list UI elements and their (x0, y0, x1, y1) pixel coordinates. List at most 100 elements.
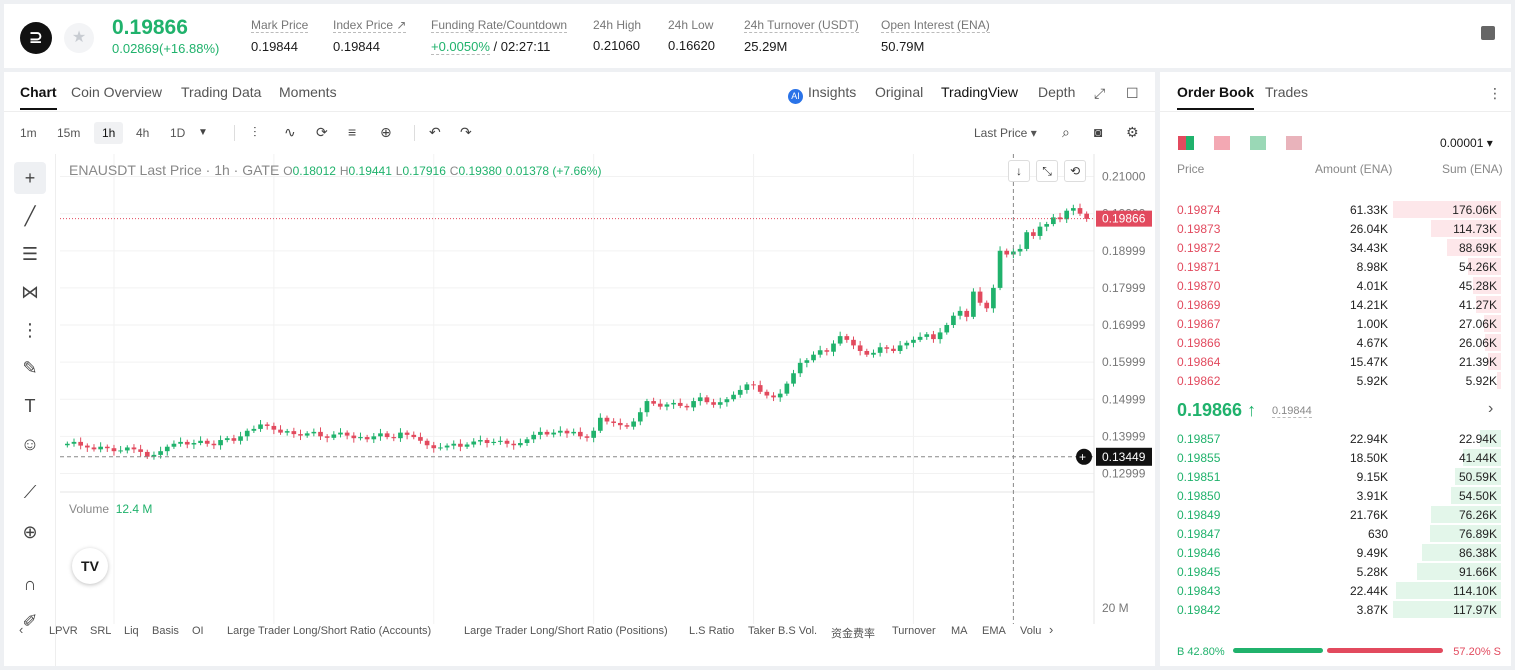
timeframe-1d[interactable]: 1D (170, 126, 186, 140)
arrow-down-icon[interactable]: ↓ (1008, 160, 1030, 182)
indicator-item[interactable]: Basis (152, 625, 179, 637)
ask-row[interactable]: 0.19867 1.00K 27.06K (1160, 314, 1511, 333)
ena-logo-icon[interactable]: ⊇ (20, 22, 52, 54)
precision-select[interactable]: 0.00001 ▾ (1440, 136, 1493, 150)
indicator-item[interactable]: Large Trader Long/Short Ratio (Accounts) (227, 625, 432, 637)
indicator-item[interactable]: Volu (1020, 625, 1042, 637)
view-tradingview[interactable]: TradingView (941, 84, 1019, 100)
pencil-lock-icon[interactable]: ✐ (22, 611, 38, 631)
indicator-item[interactable]: Liq (124, 625, 139, 637)
collapse-icon[interactable]: ⤡ (1036, 160, 1058, 182)
candlestick-chart[interactable]: 0.210000.199990.189990.179990.169990.159… (60, 154, 1152, 624)
candle-body (118, 450, 123, 452)
tab-trades[interactable]: Trades (1265, 84, 1309, 100)
expand-icon[interactable]: ⤢ (1094, 85, 1106, 101)
window-icon[interactable]: ☐ (1126, 85, 1139, 101)
row-amount: 61.33K (1349, 203, 1388, 217)
crosshair-icon[interactable]: + (14, 162, 46, 194)
chevron-down-icon[interactable]: ▼ (198, 127, 208, 138)
tradingview-logo-icon[interactable]: TV (72, 548, 108, 584)
indicator-item[interactable]: Turnover (892, 625, 936, 637)
bid-row[interactable]: 0.19842 3.87K 117.97K (1160, 600, 1511, 619)
zoom-in-icon[interactable]: ⊕ (22, 522, 38, 542)
indicator-item[interactable]: EMA (982, 625, 1006, 637)
indicator-item[interactable]: L.S Ratio (689, 625, 735, 637)
view-insights[interactable]: AI Insights (788, 84, 856, 104)
timeframe-1m[interactable]: 1m (20, 126, 37, 140)
timeframe-1h[interactable]: 1h (94, 122, 124, 144)
timeframe-4h[interactable]: 4h (136, 126, 150, 140)
tab-chart[interactable]: Chart (20, 84, 57, 110)
view-both-icon[interactable] (1178, 136, 1194, 150)
stat-label[interactable]: 24h Turnover (USDT) (744, 18, 859, 33)
indicator-item[interactable]: Large Trader Long/Short Ratio (Positions… (464, 625, 668, 637)
ask-row[interactable]: 0.19862 5.92K 5.92K (1160, 371, 1511, 390)
emoji-icon[interactable]: ☺ (20, 434, 40, 454)
chevron-left-icon[interactable]: ‹ (19, 622, 24, 637)
indicator-item[interactable]: LPVR (49, 625, 78, 637)
view-depth[interactable]: Depth (1038, 84, 1076, 100)
candle-body (538, 431, 543, 435)
gear-icon[interactable]: ⚙ (1126, 124, 1139, 140)
favorite-star-icon[interactable]: ★ (64, 23, 94, 53)
refresh-icon[interactable]: ⟲ (1064, 160, 1086, 182)
view-compact-icon[interactable] (1286, 136, 1302, 150)
ask-row[interactable]: 0.19866 4.67K 26.06K (1160, 333, 1511, 352)
tab-trading-data[interactable]: Trading Data (181, 84, 262, 100)
stat-label[interactable]: Index Price ↗ (333, 18, 407, 33)
pattern-icon[interactable]: ⋈ (21, 282, 39, 302)
templates-icon[interactable]: ≡ (348, 124, 357, 140)
indicator-item[interactable]: 资金费率 (831, 628, 875, 640)
stat-label[interactable]: Mark Price (251, 18, 309, 33)
ask-row[interactable]: 0.19873 26.04K 114.73K (1160, 219, 1511, 238)
more-options-icon[interactable]: ⋮ (1488, 85, 1502, 101)
bid-row[interactable]: 0.19845 5.28K 91.66K (1160, 562, 1511, 581)
trend-line-icon[interactable]: ╱ (24, 206, 36, 226)
bid-row[interactable]: 0.19847 630 76.89K (1160, 524, 1511, 543)
price-type-select[interactable]: Last Price ▾ (974, 126, 1037, 140)
bid-row[interactable]: 0.19843 22.44K 114.10K (1160, 581, 1511, 600)
bid-row[interactable]: 0.19846 9.49K 86.38K (1160, 543, 1511, 562)
stat-label[interactable]: Funding Rate/Countdown (431, 18, 568, 33)
camera-icon[interactable]: ◙ (1094, 124, 1103, 140)
bid-row[interactable]: 0.19855 18.50K 41.44K (1160, 448, 1511, 467)
brush-icon[interactable]: ✎ (22, 358, 38, 378)
candle-type-icon[interactable]: ⫶ (253, 124, 257, 140)
indicator-item[interactable]: Taker B.S Vol. (748, 625, 818, 637)
chevron-right-icon[interactable]: › (1049, 622, 1054, 637)
search-icon[interactable]: ⌕ (1062, 124, 1070, 140)
tab-order-book[interactable]: Order Book (1177, 84, 1255, 110)
indicator-item[interactable]: OI (192, 625, 204, 637)
bid-row[interactable]: 0.19849 21.76K 76.26K (1160, 505, 1511, 524)
indicator-item[interactable]: MA (951, 625, 968, 637)
view-original[interactable]: Original (875, 84, 924, 100)
redo-icon[interactable]: ↷ (460, 124, 472, 140)
undo-icon[interactable]: ↶ (429, 124, 441, 140)
fib-icon[interactable]: ⋮ (21, 320, 39, 340)
indicator-item[interactable]: SRL (90, 625, 112, 637)
magnet-icon[interactable]: ∩ (23, 574, 37, 594)
ask-row[interactable]: 0.19864 15.47K 21.39K (1160, 352, 1511, 371)
bid-row[interactable]: 0.19851 9.15K 50.59K (1160, 467, 1511, 486)
text-icon[interactable]: T (24, 396, 36, 416)
ask-row[interactable]: 0.19872 34.43K 88.69K (1160, 238, 1511, 257)
ask-row[interactable]: 0.19870 4.01K 45.28K (1160, 276, 1511, 295)
ask-row[interactable]: 0.19871 8.98K 54.26K (1160, 257, 1511, 276)
chevron-right-icon[interactable]: › (1488, 400, 1494, 417)
view-bids-icon[interactable] (1250, 136, 1266, 150)
indicators-icon[interactable]: ∿ (284, 124, 296, 140)
bid-row[interactable]: 0.19850 3.91K 54.50K (1160, 486, 1511, 505)
ask-row[interactable]: 0.19874 61.33K 176.06K (1160, 200, 1511, 219)
guide-book-icon[interactable] (1481, 26, 1495, 40)
horizontal-lines-icon[interactable]: ☰ (21, 244, 39, 264)
bid-row[interactable]: 0.19857 22.94K 22.94K (1160, 429, 1511, 448)
tab-moments[interactable]: Moments (279, 84, 337, 100)
add-alert-icon[interactable]: ⊕ (380, 124, 392, 140)
stat-label[interactable]: Open Interest (ENA) (881, 18, 990, 33)
view-asks-icon[interactable] (1214, 136, 1230, 150)
ruler-icon[interactable]: ⟋ (23, 482, 37, 502)
tab-coin-overview[interactable]: Coin Overview (71, 84, 163, 100)
compare-icon[interactable]: ⟳ (316, 124, 328, 140)
ask-row[interactable]: 0.19869 14.21K 41.27K (1160, 295, 1511, 314)
timeframe-15m[interactable]: 15m (57, 126, 81, 140)
